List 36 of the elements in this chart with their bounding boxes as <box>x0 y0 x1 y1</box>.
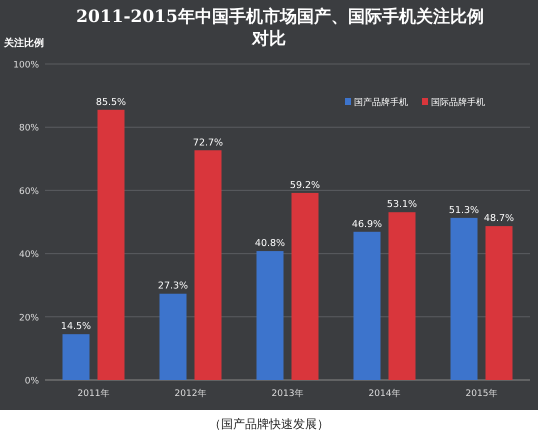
data-label: 46.9% <box>352 218 382 230</box>
y-tick-label: 0% <box>24 376 40 386</box>
bar <box>160 294 186 380</box>
x-tick-label: 2012年 <box>174 388 206 399</box>
y-tick-label: 40% <box>18 250 40 260</box>
text: （国产品牌快速发展） <box>209 417 329 431</box>
data-label: 53.1% <box>386 199 418 210</box>
chart-title: 2011-2015年中国手机市场国产、国际手机关注比例对比 <box>76 7 484 49</box>
data-label: 14.5% <box>60 321 92 332</box>
bar <box>450 218 478 380</box>
bar <box>256 251 284 380</box>
bar <box>62 334 90 380</box>
x-tick-label: 2013年 <box>272 388 304 399</box>
bar <box>354 232 380 380</box>
data-label: 51.3% <box>448 204 480 216</box>
bar <box>388 212 416 380</box>
y-axis-title: 关注比例 <box>3 37 44 49</box>
y-tick-label: 60% <box>18 186 40 197</box>
y-tick-label: 80% <box>18 124 40 134</box>
legend-label: 国际品牌手机 <box>431 97 485 108</box>
y-tick-label: 100% <box>13 60 40 70</box>
bar <box>292 192 318 380</box>
data-label: 40.8% <box>254 238 286 250</box>
data-label: 72.7% <box>192 137 224 148</box>
data-label: 27.3% <box>158 280 188 292</box>
data-label: 85.5% <box>96 96 126 108</box>
bar <box>98 110 124 380</box>
data-label: 59.2% <box>290 180 320 191</box>
legend-label: 国产品牌手机 <box>354 97 408 108</box>
data-label: 48.7% <box>484 213 514 224</box>
x-tick-label: 2015年 <box>466 388 498 399</box>
bar <box>194 150 222 380</box>
x-tick-label: 2014年 <box>368 388 400 399</box>
y-tick-label: 20% <box>18 313 40 324</box>
x-tick-label: 2011年 <box>78 388 110 399</box>
bar <box>486 226 512 380</box>
